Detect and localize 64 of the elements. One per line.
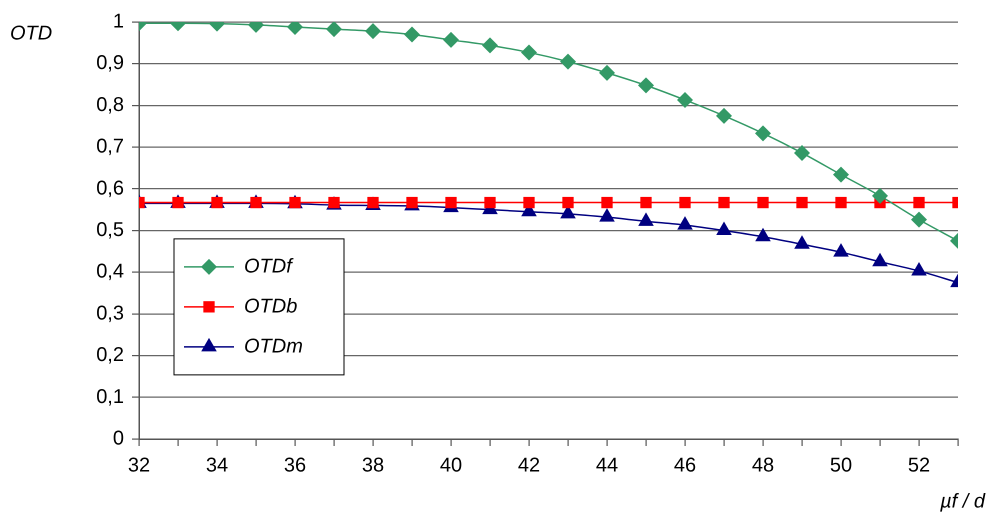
point <box>677 92 693 108</box>
x-tick-label: 36 <box>284 454 306 477</box>
point <box>677 216 693 230</box>
point <box>911 212 927 228</box>
y-tick-label: 0,8 <box>96 94 124 116</box>
point <box>796 196 808 208</box>
x-tick-label: 52 <box>908 454 930 477</box>
point <box>718 196 730 208</box>
point <box>326 22 342 38</box>
y-tick-label: 1 <box>112 10 124 33</box>
point <box>443 32 459 48</box>
point <box>638 212 654 226</box>
legend-label: OTDb <box>244 295 298 318</box>
y-tick-label: 0,1 <box>96 386 124 408</box>
point <box>757 196 769 208</box>
point <box>794 235 810 249</box>
point <box>523 196 535 208</box>
point <box>755 228 771 242</box>
x-tick-label: 34 <box>206 454 228 477</box>
point <box>601 196 613 208</box>
legend-label: OTDm <box>244 335 303 358</box>
x-tick-label: 50 <box>830 454 852 477</box>
point <box>638 77 654 94</box>
point <box>445 196 457 208</box>
x-tick-label: 48 <box>752 454 774 477</box>
y-tick-label: 0 <box>112 428 124 450</box>
point <box>716 108 732 124</box>
y-tick-label: 0,6 <box>96 177 124 200</box>
point <box>911 262 927 276</box>
point <box>562 196 574 208</box>
point <box>835 196 847 208</box>
x-tick-label: 40 <box>440 454 462 477</box>
x-tick-label: 38 <box>362 454 384 477</box>
y-axis-title: OTD <box>10 22 52 45</box>
point <box>599 64 615 81</box>
point <box>716 222 732 235</box>
y-tick-label: 0,3 <box>96 302 124 324</box>
legend-label: OTDf <box>244 255 294 278</box>
point <box>913 196 925 208</box>
point <box>599 208 615 222</box>
y-tick-label: 0,9 <box>96 52 124 74</box>
point <box>833 166 849 183</box>
point <box>872 188 888 204</box>
point <box>872 252 888 266</box>
y-tick-label: 0,2 <box>96 344 124 366</box>
x-tick-label: 46 <box>674 454 696 477</box>
point <box>482 37 498 54</box>
point <box>640 196 652 208</box>
y-tick-label: 0,4 <box>96 260 124 283</box>
point <box>833 243 849 257</box>
point <box>484 196 496 208</box>
y-tick-label: 0,7 <box>96 136 124 158</box>
x-axis-title: µf / d <box>939 490 986 513</box>
point <box>679 196 691 208</box>
point <box>560 54 576 70</box>
x-tick-label: 42 <box>518 454 540 477</box>
point <box>755 125 771 142</box>
point <box>365 23 381 40</box>
point <box>521 44 537 60</box>
point <box>404 26 420 43</box>
point <box>794 144 810 161</box>
y-tick-label: 0,5 <box>96 219 124 242</box>
x-tick-label: 32 <box>128 454 150 477</box>
x-tick-label: 44 <box>596 454 618 477</box>
